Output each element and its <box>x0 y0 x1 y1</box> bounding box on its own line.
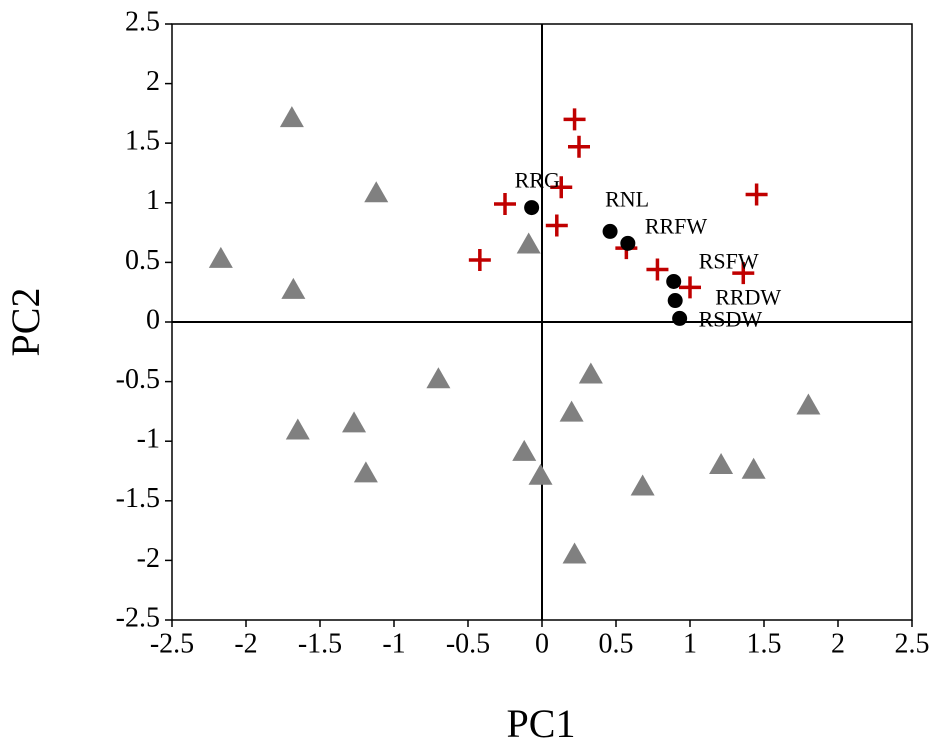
x-tick-label: -0.5 <box>446 628 490 659</box>
triangle-point <box>364 181 389 203</box>
x-tick-label: 0.5 <box>599 628 634 659</box>
circle-point <box>667 293 683 309</box>
circle-point <box>620 235 636 251</box>
triangle-point <box>279 106 304 128</box>
triangle-point <box>208 246 233 268</box>
point-label: RNL <box>605 186 649 211</box>
x-tick-label: -2 <box>234 628 257 659</box>
triangle-point <box>426 367 451 389</box>
x-axis-label: PC1 <box>507 701 576 746</box>
y-tick-label: -1.5 <box>116 483 160 514</box>
plus-point <box>563 108 586 131</box>
circle-point <box>602 223 618 239</box>
plus-point <box>545 214 568 237</box>
triangle-point <box>512 439 537 461</box>
y-tick-label: 1 <box>146 185 160 216</box>
x-tick-label: 2 <box>831 628 845 659</box>
x-tick-label: -2.5 <box>150 628 194 659</box>
point-label: RRFW <box>645 213 708 238</box>
triangle-point <box>285 418 310 440</box>
plus-point <box>679 276 701 299</box>
y-tick-label: 0.5 <box>125 245 160 276</box>
y-tick-label: 2.5 <box>125 6 160 37</box>
triangle-point <box>741 457 766 479</box>
plus-point <box>494 192 516 215</box>
plus-point <box>550 176 573 199</box>
point-label: RSDW <box>699 306 763 331</box>
x-tick-label: 0 <box>535 628 549 659</box>
circle-point <box>524 200 540 216</box>
triangle-point <box>516 232 541 254</box>
plus-point <box>745 183 768 206</box>
triangle-point <box>630 474 655 496</box>
x-tick-label: 2.5 <box>895 628 930 659</box>
y-tick-label: -2.5 <box>116 602 160 633</box>
triangle-point <box>281 277 306 299</box>
y-tick-label: 2 <box>146 66 160 97</box>
x-tick-label: -1.5 <box>298 628 342 659</box>
x-tick-label: 1.5 <box>747 628 782 659</box>
point-label: RRG <box>515 168 560 193</box>
y-tick-label: 0 <box>146 304 160 335</box>
triangle-point <box>578 362 603 384</box>
x-tick-label: 1 <box>683 628 697 659</box>
y-tick-label: -0.5 <box>116 364 160 395</box>
triangle-point <box>796 393 821 415</box>
circle-point <box>672 310 688 326</box>
plus-point <box>732 262 755 285</box>
triangle-point <box>528 463 553 485</box>
triangle-point <box>559 400 584 422</box>
y-axis-label: PC2 <box>3 288 48 357</box>
plus-point <box>468 249 491 272</box>
plus-point <box>568 135 590 158</box>
plus-point <box>646 258 669 281</box>
y-tick-label: -2 <box>137 543 160 574</box>
x-tick-label: -1 <box>382 628 405 659</box>
triangle-point <box>342 411 367 433</box>
y-tick-label: -1 <box>137 424 160 455</box>
point-label: RRDW <box>715 285 781 310</box>
triangle-point <box>562 542 587 564</box>
y-tick-label: 1.5 <box>125 126 160 157</box>
triangle-point <box>709 453 734 475</box>
triangle-point <box>353 461 378 483</box>
circle-point <box>666 273 682 289</box>
point-label: RSFW <box>699 249 759 274</box>
